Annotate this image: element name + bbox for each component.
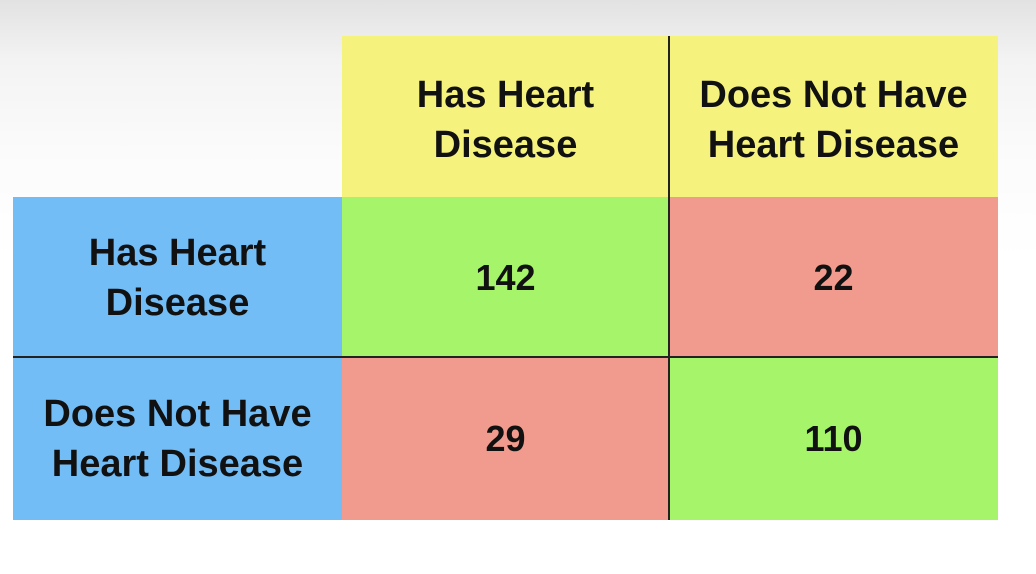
false-negative-cell: 22 — [669, 197, 998, 358]
cell-value: 110 — [804, 418, 863, 459]
horizontal-divider — [13, 356, 998, 358]
row-header-does-not-have-heart-disease: Does Not Have Heart Disease — [13, 358, 342, 520]
column-header-label: Does Not Have Heart Disease — [699, 73, 968, 166]
cell-value: 142 — [475, 256, 536, 298]
matrix-corner — [13, 36, 342, 197]
column-header-label: Has Heart Disease — [416, 73, 595, 166]
row-header-label: Does Not Have Heart Disease — [43, 393, 312, 485]
column-header-has-heart-disease: Has Heart Disease — [342, 36, 669, 197]
true-negative-cell: 110 — [669, 358, 998, 520]
vertical-divider — [668, 36, 670, 520]
cell-value: 29 — [485, 418, 526, 459]
confusion-matrix: Has Heart Disease Does Not Have Heart Di… — [13, 36, 998, 520]
row-header-has-heart-disease: Has Heart Disease — [13, 197, 342, 358]
false-positive-cell: 29 — [342, 358, 669, 520]
row-header-label: Has Heart Disease — [88, 231, 267, 324]
true-positive-cell: 142 — [342, 197, 669, 358]
column-header-does-not-have-heart-disease: Does Not Have Heart Disease — [669, 36, 998, 197]
cell-value: 22 — [813, 256, 854, 298]
